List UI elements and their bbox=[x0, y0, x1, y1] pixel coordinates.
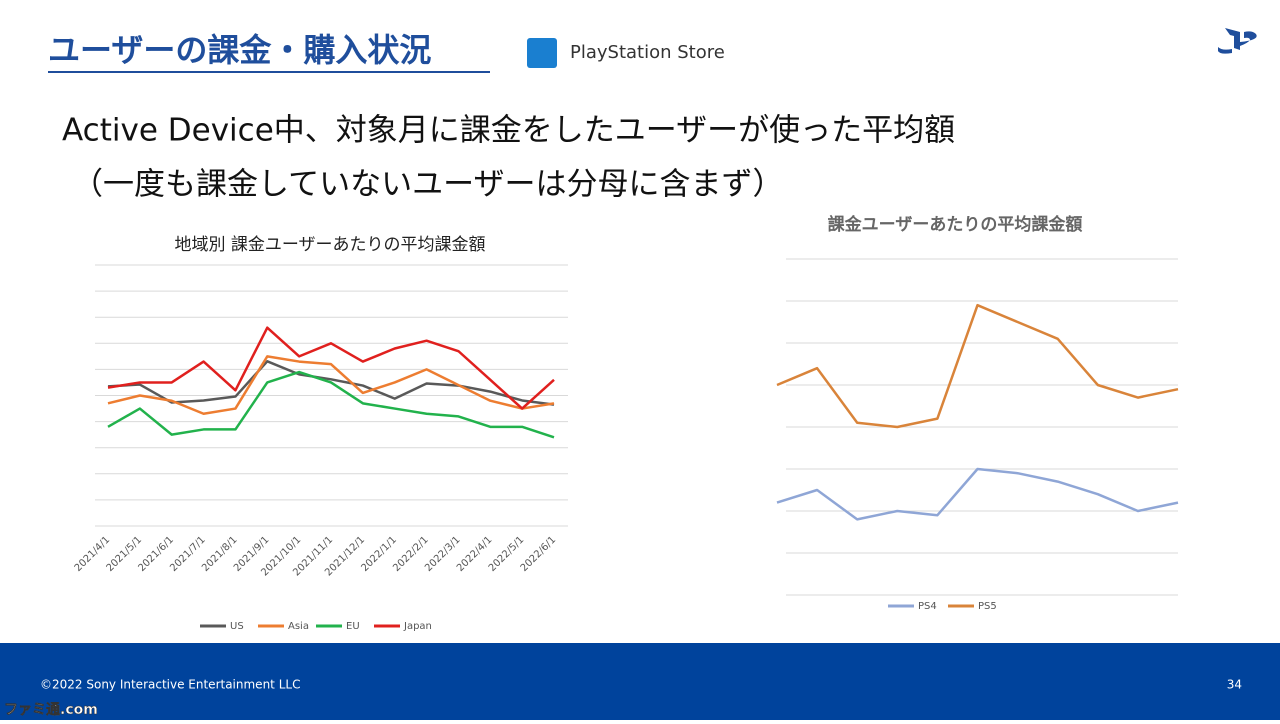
subtitle-line: （一度も課金していないユーザーは分母に含まず） bbox=[72, 167, 783, 203]
legend-label: PS5 bbox=[978, 601, 997, 612]
legend-label: US bbox=[230, 621, 244, 632]
chart-title: 課金ユーザーあたりの平均課金額 bbox=[828, 214, 1083, 235]
ps-logo bbox=[1218, 28, 1257, 54]
series-line bbox=[107, 326, 555, 410]
series-line bbox=[107, 360, 555, 406]
legend-label: EU bbox=[346, 621, 360, 632]
footer-band bbox=[0, 643, 1280, 720]
slide-title: ユーザーの課金・購入状況 bbox=[48, 31, 431, 69]
series-line bbox=[107, 370, 555, 439]
page-number: 34 bbox=[1227, 678, 1242, 692]
watermark: ファミ通.com bbox=[4, 702, 98, 718]
series-line bbox=[776, 303, 1179, 429]
series-line bbox=[107, 355, 555, 416]
legend-label: Japan bbox=[403, 621, 432, 632]
chart-title: 地域別 課金ユーザーあたりの平均課金額 bbox=[174, 235, 485, 255]
legend-label: Asia bbox=[288, 621, 309, 632]
legend-label: PS4 bbox=[918, 601, 937, 612]
copyright: ©2022 Sony Interactive Entertainment LLC bbox=[40, 678, 300, 692]
subtitle-line: Active Device中、対象月に課金をしたユーザーが使った平均額 bbox=[62, 113, 955, 149]
store-name: PlayStation Store bbox=[570, 42, 725, 63]
x-tick-label: 2022/6/1 bbox=[519, 534, 559, 574]
store-icon bbox=[527, 38, 557, 68]
series-line bbox=[776, 467, 1179, 521]
